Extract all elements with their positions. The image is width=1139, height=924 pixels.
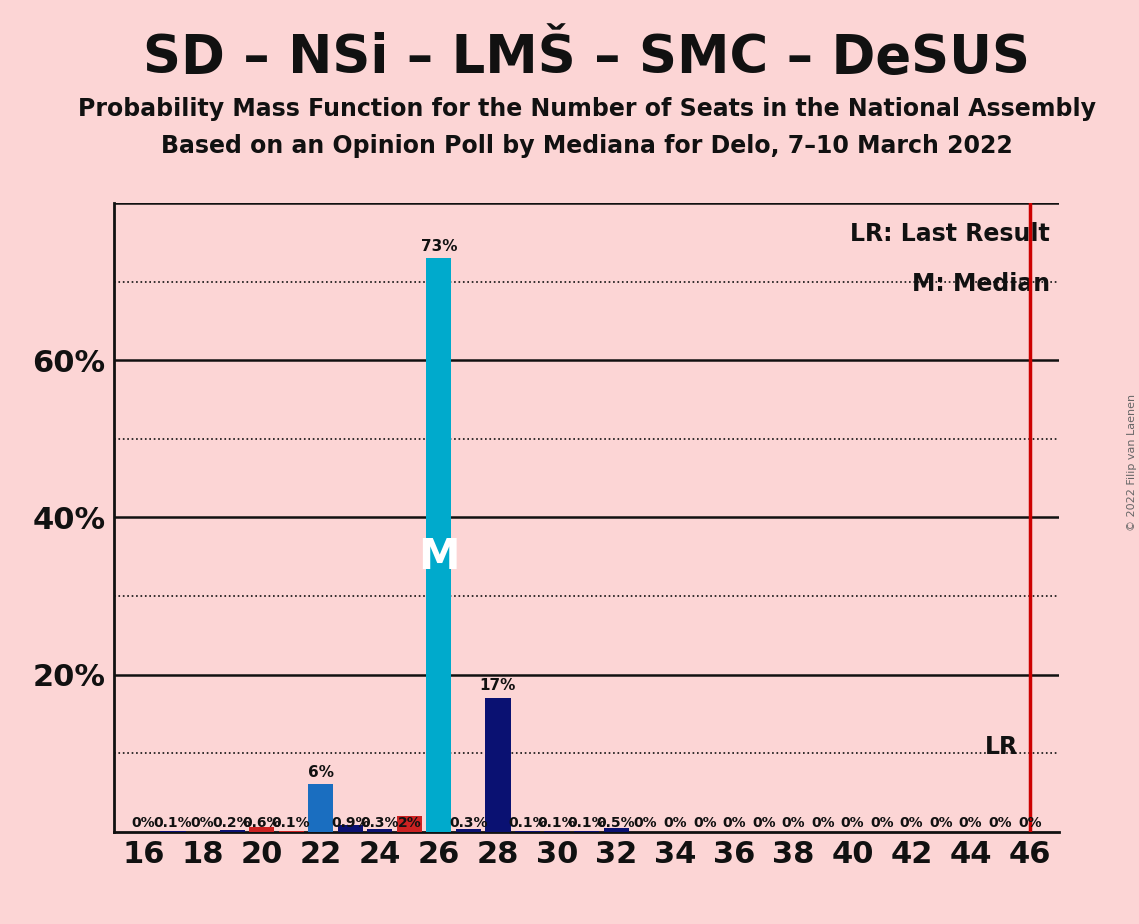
Text: 0%: 0% bbox=[634, 816, 657, 830]
Text: 0%: 0% bbox=[693, 816, 716, 830]
Bar bbox=[249, 827, 274, 832]
Text: Based on an Opinion Poll by Mediana for Delo, 7–10 March 2022: Based on an Opinion Poll by Mediana for … bbox=[161, 134, 1013, 158]
Text: LR: LR bbox=[985, 735, 1018, 759]
Text: 0.5%: 0.5% bbox=[597, 816, 636, 830]
Text: SD – NSi – LMŠ – SMC – DeSUS: SD – NSi – LMŠ – SMC – DeSUS bbox=[144, 32, 1030, 84]
Text: LR: Last Result: LR: Last Result bbox=[850, 222, 1050, 246]
Text: 0.1%: 0.1% bbox=[538, 816, 576, 830]
Text: 0%: 0% bbox=[811, 816, 835, 830]
Bar bbox=[485, 699, 510, 832]
Bar bbox=[456, 829, 481, 832]
Text: 0.1%: 0.1% bbox=[272, 816, 311, 830]
Text: 0.2%: 0.2% bbox=[213, 816, 252, 830]
Text: 0.3%: 0.3% bbox=[449, 816, 487, 830]
Bar bbox=[604, 828, 629, 832]
Text: 0%: 0% bbox=[1018, 816, 1041, 830]
Text: 0%: 0% bbox=[841, 816, 865, 830]
Bar bbox=[396, 816, 421, 832]
Text: 0%: 0% bbox=[989, 816, 1011, 830]
Bar bbox=[367, 829, 392, 832]
Text: 0.6%: 0.6% bbox=[243, 816, 281, 830]
Text: 2%: 2% bbox=[398, 816, 421, 830]
Text: M: Median: M: Median bbox=[911, 273, 1050, 297]
Text: 0%: 0% bbox=[752, 816, 776, 830]
Text: 0%: 0% bbox=[959, 816, 983, 830]
Text: 0%: 0% bbox=[722, 816, 746, 830]
Text: 0%: 0% bbox=[870, 816, 894, 830]
Bar bbox=[309, 784, 334, 832]
Text: 0.1%: 0.1% bbox=[154, 816, 192, 830]
Bar bbox=[220, 830, 245, 832]
Text: 0%: 0% bbox=[781, 816, 805, 830]
Text: M: M bbox=[418, 536, 460, 578]
Text: 0.9%: 0.9% bbox=[331, 816, 369, 830]
Bar bbox=[337, 824, 363, 832]
Text: 73%: 73% bbox=[420, 238, 457, 253]
Text: 0.3%: 0.3% bbox=[361, 816, 399, 830]
Text: 17%: 17% bbox=[480, 678, 516, 693]
Text: © 2022 Filip van Laenen: © 2022 Filip van Laenen bbox=[1126, 394, 1137, 530]
Text: 0%: 0% bbox=[900, 816, 924, 830]
Text: Probability Mass Function for the Number of Seats in the National Assembly: Probability Mass Function for the Number… bbox=[77, 97, 1096, 121]
Bar bbox=[426, 258, 451, 832]
Text: 0%: 0% bbox=[132, 816, 155, 830]
Text: 0%: 0% bbox=[929, 816, 953, 830]
Text: 0%: 0% bbox=[190, 816, 214, 830]
Text: 0%: 0% bbox=[663, 816, 687, 830]
Text: 0.1%: 0.1% bbox=[508, 816, 547, 830]
Text: 6%: 6% bbox=[308, 765, 334, 780]
Text: 0.1%: 0.1% bbox=[567, 816, 606, 830]
